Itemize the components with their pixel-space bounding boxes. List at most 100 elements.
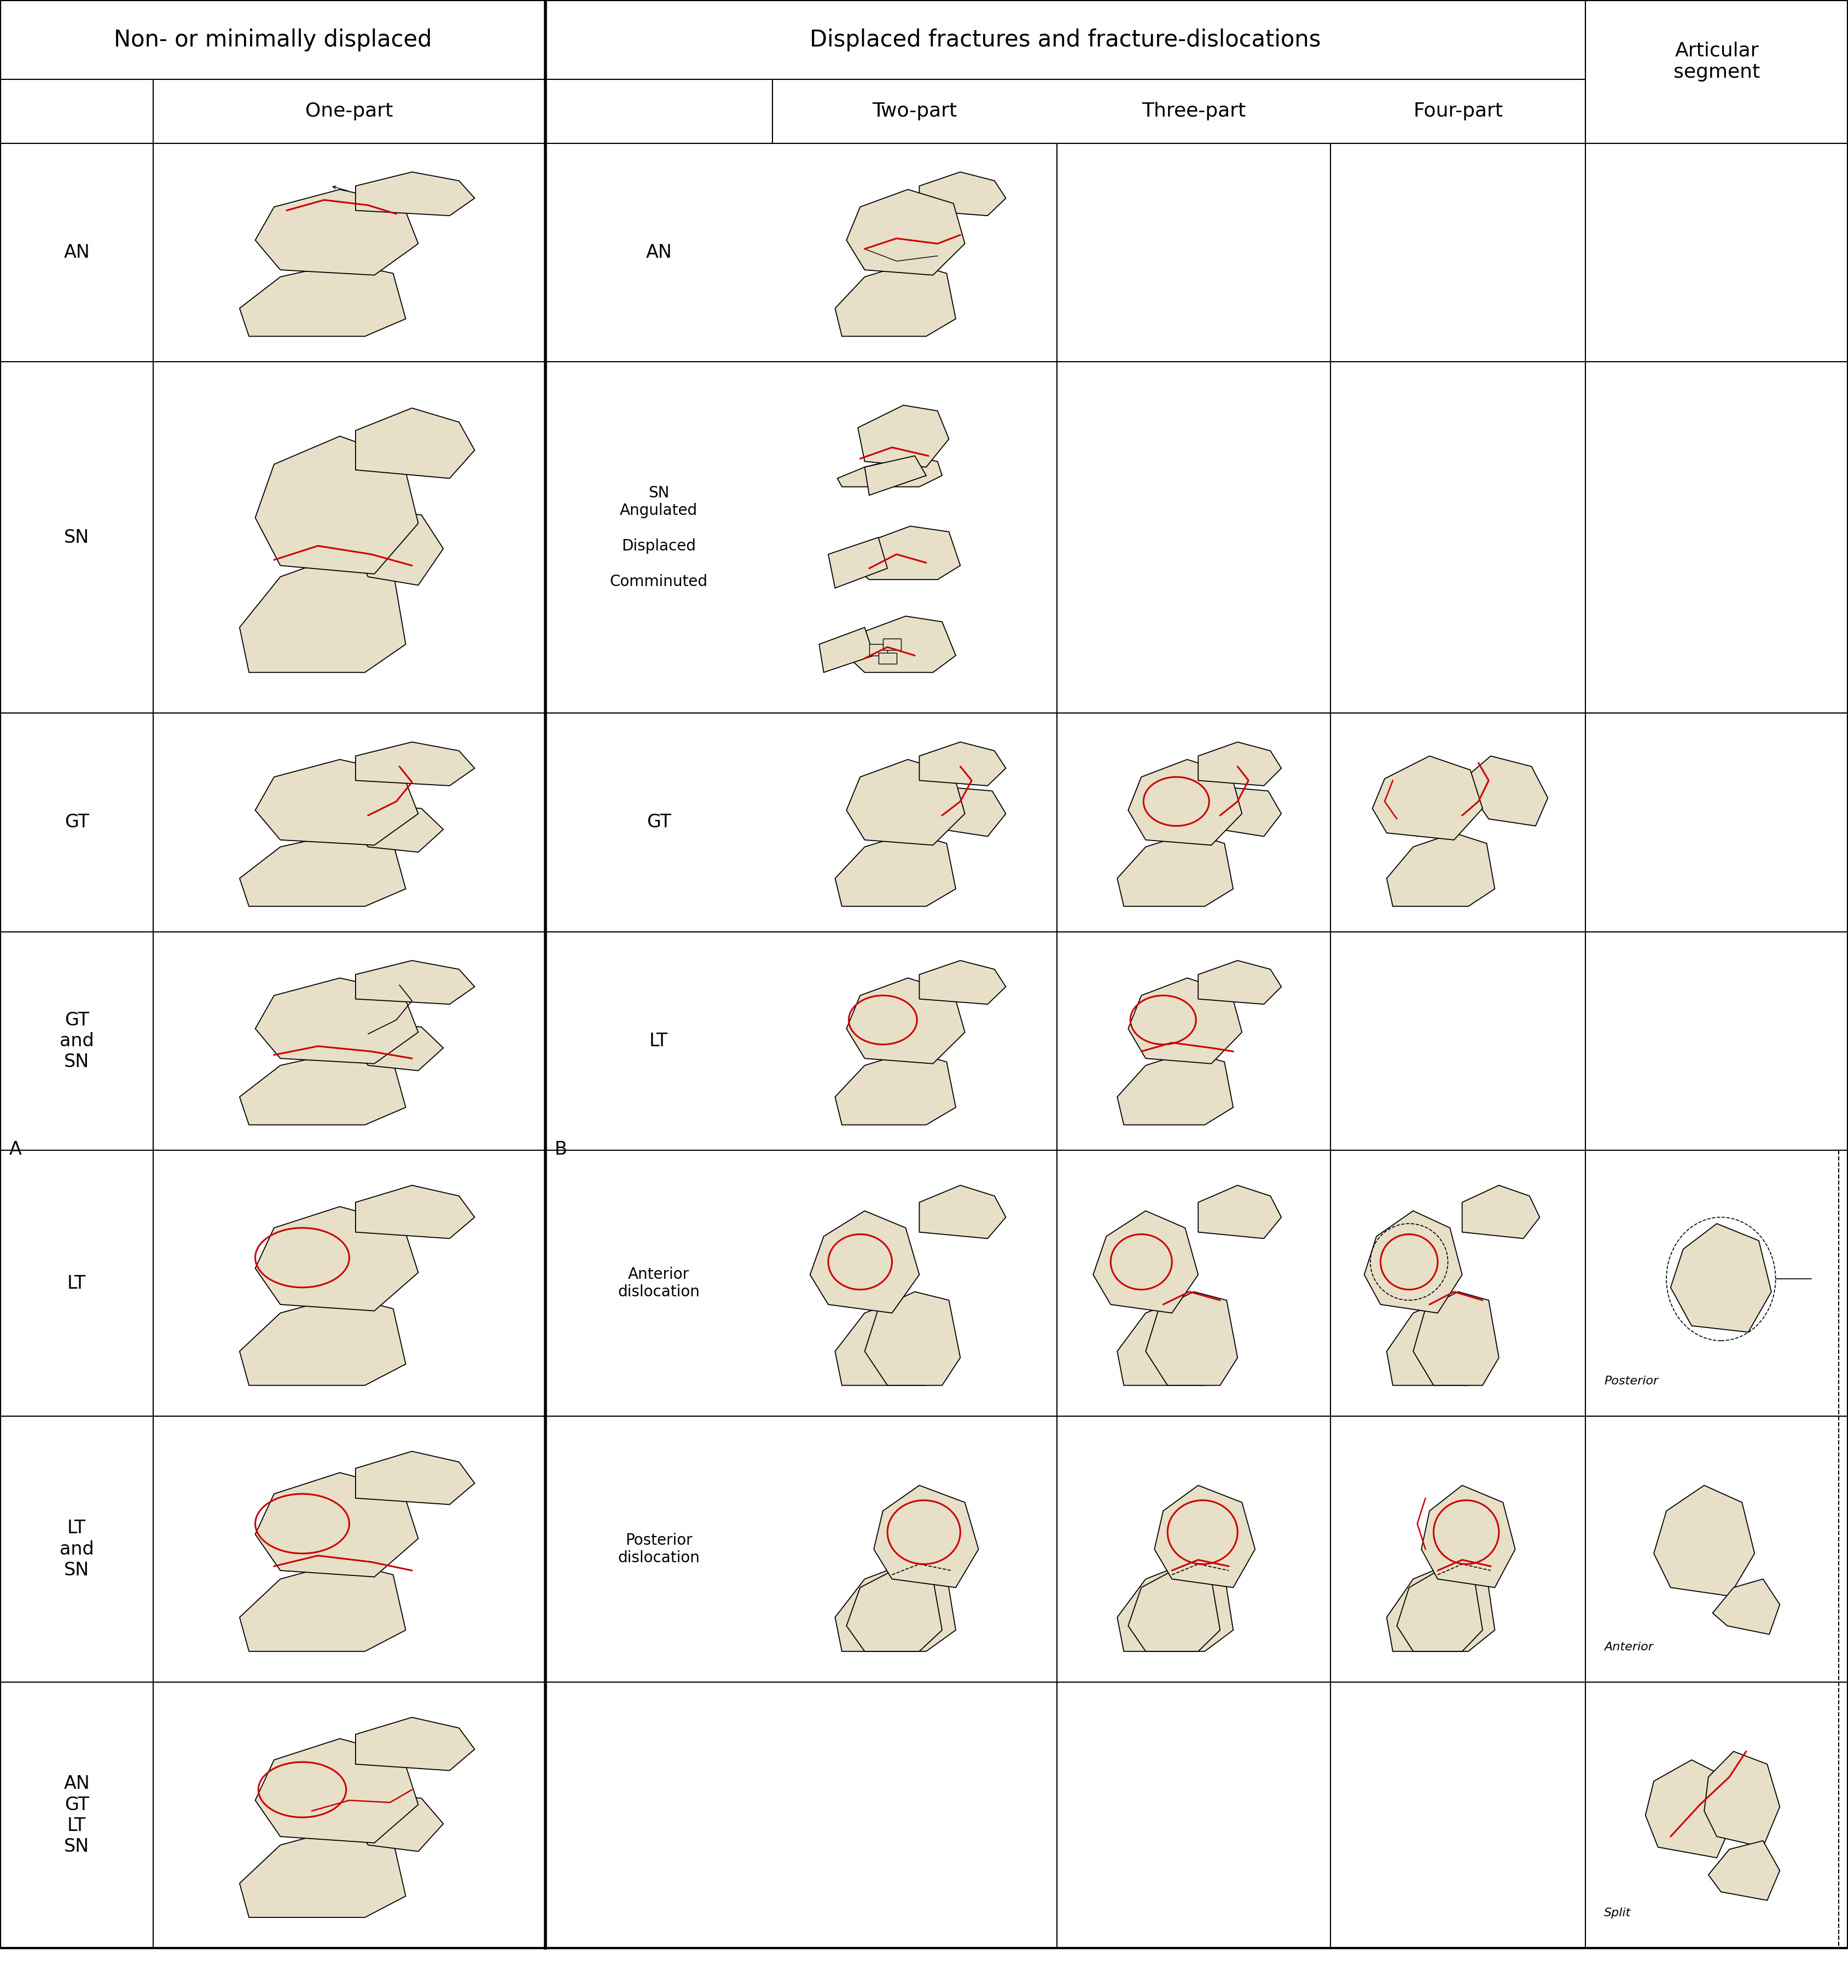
Polygon shape (349, 1024, 444, 1072)
Polygon shape (255, 189, 418, 274)
Polygon shape (240, 262, 407, 336)
Polygon shape (835, 833, 955, 907)
Text: GT: GT (65, 813, 89, 831)
Polygon shape (918, 742, 1005, 785)
Polygon shape (240, 555, 407, 672)
Polygon shape (1373, 755, 1482, 839)
Polygon shape (1118, 1563, 1233, 1652)
Polygon shape (240, 833, 407, 907)
Polygon shape (857, 406, 948, 467)
Polygon shape (1364, 1211, 1462, 1312)
Polygon shape (349, 805, 444, 853)
Polygon shape (349, 509, 444, 584)
Polygon shape (1386, 833, 1495, 907)
Polygon shape (1645, 1759, 1733, 1859)
Polygon shape (869, 644, 887, 656)
Polygon shape (349, 1793, 444, 1851)
Polygon shape (1198, 960, 1281, 1004)
Polygon shape (1713, 1578, 1780, 1634)
Polygon shape (240, 1829, 407, 1916)
Polygon shape (240, 1052, 407, 1125)
Polygon shape (1397, 1567, 1482, 1652)
Polygon shape (835, 262, 955, 336)
Polygon shape (1462, 1185, 1539, 1239)
Polygon shape (918, 173, 1005, 215)
Polygon shape (828, 537, 887, 588)
Polygon shape (835, 1563, 955, 1652)
Text: Displaced fractures and fracture-dislocations: Displaced fractures and fracture-disloca… (809, 28, 1321, 52)
Polygon shape (355, 1718, 475, 1771)
Polygon shape (852, 527, 961, 580)
Polygon shape (255, 759, 418, 845)
Polygon shape (1118, 1052, 1233, 1125)
Polygon shape (819, 628, 874, 672)
Polygon shape (1421, 1485, 1515, 1588)
Polygon shape (1654, 1485, 1754, 1596)
Polygon shape (846, 759, 965, 845)
Polygon shape (255, 1740, 418, 1843)
Text: A: A (9, 1141, 22, 1159)
Text: GT: GT (647, 813, 671, 831)
Polygon shape (809, 1211, 918, 1312)
Polygon shape (240, 1563, 407, 1652)
Polygon shape (918, 1185, 1005, 1239)
Polygon shape (1386, 1296, 1495, 1386)
Polygon shape (846, 616, 955, 672)
Polygon shape (255, 1207, 418, 1310)
Polygon shape (1704, 1751, 1780, 1847)
Polygon shape (1146, 1292, 1238, 1386)
Text: LT: LT (67, 1274, 87, 1292)
Text: LT
and
SN: LT and SN (59, 1519, 94, 1578)
Text: Articular
segment: Articular segment (1674, 42, 1759, 82)
Polygon shape (1671, 1225, 1772, 1332)
Polygon shape (1155, 1485, 1255, 1588)
Text: AN
GT
LT
SN: AN GT LT SN (63, 1775, 91, 1855)
Polygon shape (1127, 759, 1242, 845)
Polygon shape (255, 978, 418, 1064)
Polygon shape (1127, 978, 1242, 1064)
Text: Anterior
dislocation: Anterior dislocation (617, 1266, 700, 1300)
Polygon shape (1118, 1296, 1233, 1386)
Polygon shape (355, 742, 475, 785)
Polygon shape (1127, 1567, 1220, 1652)
Polygon shape (1094, 1211, 1198, 1312)
Text: Four-part: Four-part (1414, 101, 1502, 121)
Polygon shape (878, 652, 896, 664)
Text: Non- or minimally displaced: Non- or minimally displaced (113, 28, 432, 52)
Text: Three-part: Three-part (1142, 101, 1246, 121)
Text: Posterior
dislocation: Posterior dislocation (617, 1533, 700, 1567)
Polygon shape (1210, 787, 1281, 837)
Polygon shape (1386, 1563, 1495, 1652)
Text: B: B (554, 1141, 567, 1159)
Polygon shape (933, 787, 1005, 837)
Polygon shape (355, 1451, 475, 1505)
Polygon shape (1198, 742, 1281, 785)
Text: AN: AN (645, 243, 673, 260)
Polygon shape (1462, 755, 1549, 825)
Polygon shape (355, 960, 475, 1004)
Polygon shape (355, 408, 475, 479)
Polygon shape (240, 1296, 407, 1386)
Text: Split: Split (1604, 1906, 1632, 1918)
Polygon shape (1414, 1292, 1499, 1386)
Polygon shape (1198, 1185, 1281, 1239)
Polygon shape (846, 189, 965, 274)
Polygon shape (874, 1485, 978, 1588)
Text: GT
and
SN: GT and SN (59, 1012, 94, 1072)
Polygon shape (846, 1567, 942, 1652)
Text: One-part: One-part (305, 101, 394, 121)
Polygon shape (883, 638, 902, 650)
Polygon shape (837, 455, 942, 487)
Text: LT: LT (649, 1032, 669, 1050)
Text: AN: AN (63, 243, 91, 260)
Polygon shape (355, 1185, 475, 1239)
Polygon shape (255, 1473, 418, 1576)
Polygon shape (865, 1292, 961, 1386)
Polygon shape (846, 978, 965, 1064)
Polygon shape (835, 1296, 955, 1386)
Polygon shape (918, 960, 1005, 1004)
Text: Posterior: Posterior (1604, 1376, 1658, 1386)
Polygon shape (1118, 833, 1233, 907)
Polygon shape (255, 435, 418, 575)
Text: Anterior: Anterior (1604, 1642, 1654, 1652)
